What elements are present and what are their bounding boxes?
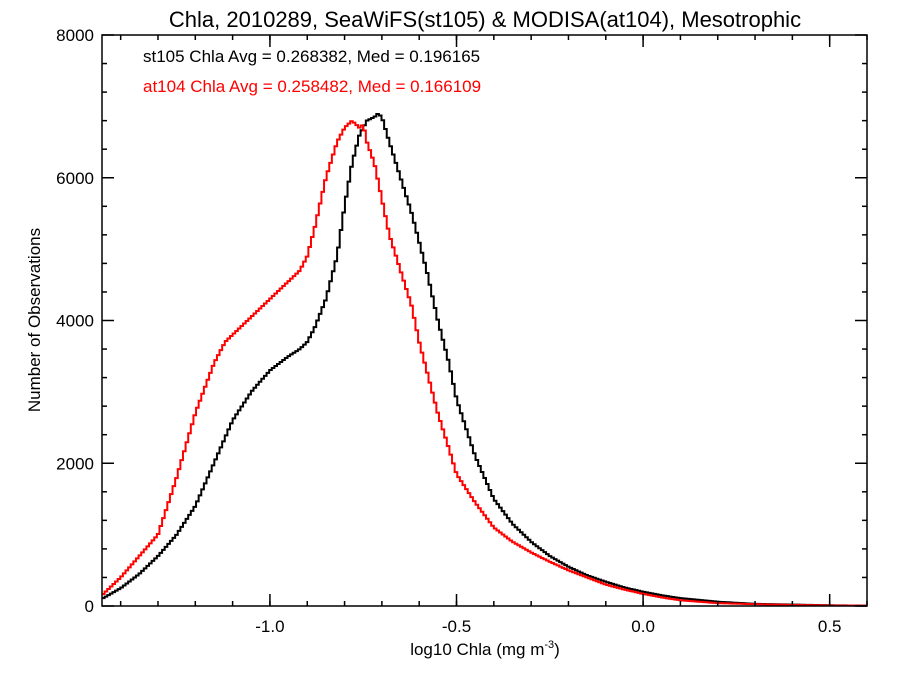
x-axis-label-main: log10 Chla (mg m — [410, 640, 544, 659]
x-tick-label: -1.0 — [255, 617, 284, 636]
tick-layer: -1.0 -0.5 0.0 0.5 0 2000 4000 6000 8000 — [56, 26, 868, 636]
x-axis-label: log10 Chla (mg m-3) — [410, 639, 560, 659]
y-tick-label: 0 — [85, 597, 94, 616]
y-tick-label: 4000 — [56, 312, 94, 331]
y-axis-label: Number of Observations — [25, 228, 44, 412]
y-tick-label: 8000 — [56, 26, 94, 45]
x-tick-label: 0.5 — [818, 617, 842, 636]
annotation-st105: st105 Chla Avg = 0.268382, Med = 0.19616… — [143, 47, 480, 66]
annotation-at104: at104 Chla Avg = 0.258482, Med = 0.16610… — [143, 77, 481, 96]
x-tick-label: -0.5 — [442, 617, 471, 636]
y-tick-label: 6000 — [56, 169, 94, 188]
chart-title: Chla, 2010289, SeaWiFS(st105) & MODISA(a… — [169, 7, 801, 32]
series-line-at104 — [102, 120, 867, 607]
x-axis-label-tail: ) — [554, 640, 560, 659]
series-layer — [102, 113, 867, 607]
x-tick-label: 0.0 — [631, 617, 655, 636]
x-axis-label-superscript: -3 — [544, 639, 554, 651]
y-tick-label: 2000 — [56, 454, 94, 473]
